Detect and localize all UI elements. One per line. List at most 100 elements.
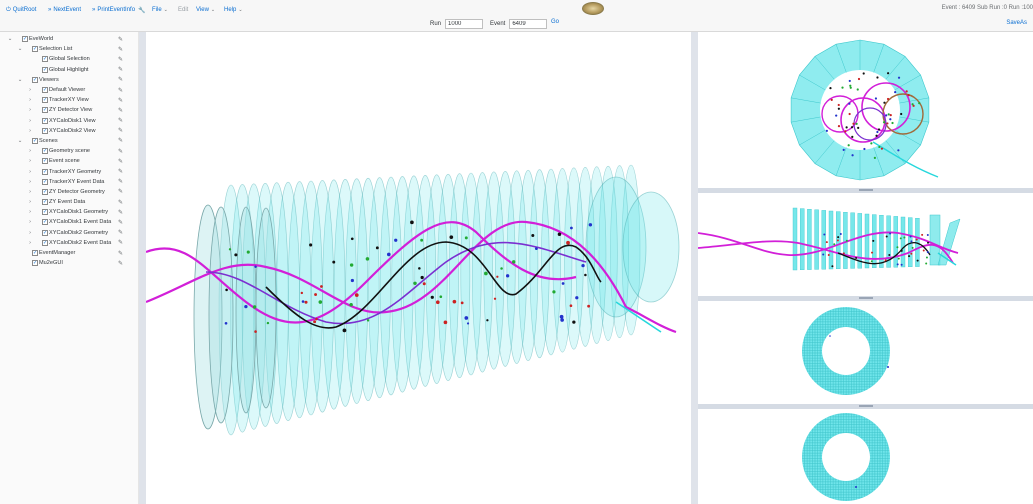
chevron-down-icon[interactable]: ⌄ bbox=[17, 137, 23, 144]
help-menu[interactable]: Help ⌄ bbox=[224, 5, 243, 15]
pencil-icon[interactable]: ✎ bbox=[118, 260, 124, 267]
tree-item[interactable]: ⌄ ✓ Viewers ✎ bbox=[0, 75, 138, 85]
visibility-checkbox[interactable]: ✓ bbox=[42, 66, 48, 73]
quit-root-button[interactable]: ⏻ QuitRoot bbox=[6, 5, 36, 15]
tree-item[interactable]: › ✓ TrackerXY View ✎ bbox=[0, 95, 138, 105]
tracker-xy-view[interactable] bbox=[698, 32, 1033, 188]
chevron-right-icon[interactable]: › bbox=[29, 168, 31, 175]
chevron-right-icon[interactable]: › bbox=[29, 209, 31, 216]
left-splitter[interactable] bbox=[139, 32, 146, 504]
tree-item[interactable]: › ✓ XYCaloDisk1 Event Data ✎ bbox=[0, 217, 138, 227]
tree-item[interactable]: › ✓ TrackerXY Event Data ✎ bbox=[0, 177, 138, 187]
visibility-checkbox[interactable]: ✓ bbox=[42, 219, 48, 226]
pencil-icon[interactable]: ✎ bbox=[118, 240, 124, 247]
run-input[interactable] bbox=[445, 19, 484, 29]
tree-item[interactable]: › ✓ Default Viewer ✎ bbox=[0, 85, 138, 95]
chevron-right-icon[interactable]: › bbox=[29, 239, 31, 246]
zy-detector-view[interactable] bbox=[698, 193, 1033, 296]
visibility-checkbox[interactable]: ✓ bbox=[42, 158, 48, 165]
tree-item[interactable]: › ✓ Event scene ✎ bbox=[0, 156, 138, 166]
visibility-checkbox[interactable]: ✓ bbox=[32, 250, 38, 257]
tree-item[interactable]: ✓ Global Highlight ✎ bbox=[0, 65, 138, 75]
chevron-right-icon[interactable]: › bbox=[29, 178, 31, 185]
pencil-icon[interactable]: ✎ bbox=[118, 169, 124, 176]
visibility-checkbox[interactable]: ✓ bbox=[42, 178, 48, 185]
next-event-button[interactable]: » NextEvent bbox=[48, 5, 81, 15]
pencil-icon[interactable]: ✎ bbox=[118, 250, 124, 257]
view-splitter-1[interactable] bbox=[698, 188, 1033, 193]
visibility-checkbox[interactable]: ✓ bbox=[32, 76, 38, 83]
visibility-checkbox[interactable]: ✓ bbox=[42, 127, 48, 134]
tree-item[interactable]: › ✓ Geometry scene ✎ bbox=[0, 146, 138, 156]
pencil-icon[interactable]: ✎ bbox=[118, 219, 124, 226]
pencil-icon[interactable]: ✎ bbox=[118, 67, 124, 74]
pencil-icon[interactable]: ✎ bbox=[118, 56, 124, 63]
visibility-checkbox[interactable]: ✓ bbox=[42, 56, 48, 63]
chevron-right-icon[interactable]: › bbox=[29, 117, 31, 124]
save-as-button[interactable]: SaveAs bbox=[1006, 20, 1027, 26]
chevron-right-icon[interactable]: › bbox=[29, 229, 31, 236]
chevron-right-icon[interactable]: › bbox=[29, 199, 31, 206]
visibility-checkbox[interactable]: ✓ bbox=[42, 229, 48, 236]
visibility-checkbox[interactable]: ✓ bbox=[22, 36, 28, 43]
tree-item[interactable]: › ✓ XYCaloDisk2 View ✎ bbox=[0, 126, 138, 136]
tree-item[interactable]: › ✓ TrackerXY Geometry ✎ bbox=[0, 166, 138, 176]
tree-item[interactable]: ✓ EventManager ✎ bbox=[0, 248, 138, 258]
tools-button[interactable]: 🔧 bbox=[138, 5, 145, 15]
pencil-icon[interactable]: ✎ bbox=[118, 87, 124, 94]
view-splitter-2[interactable] bbox=[698, 296, 1033, 301]
pencil-icon[interactable]: ✎ bbox=[118, 199, 124, 206]
visibility-checkbox[interactable]: ✓ bbox=[42, 239, 48, 246]
chevron-right-icon[interactable]: › bbox=[29, 87, 31, 94]
pencil-icon[interactable]: ✎ bbox=[118, 77, 124, 84]
tree-item[interactable]: ⌄ ✓ Scenes ✎ bbox=[0, 136, 138, 146]
pencil-icon[interactable]: ✎ bbox=[118, 148, 124, 155]
visibility-checkbox[interactable]: ✓ bbox=[42, 148, 48, 155]
visibility-checkbox[interactable]: ✓ bbox=[42, 199, 48, 206]
chevron-right-icon[interactable]: › bbox=[29, 97, 31, 104]
pencil-icon[interactable]: ✎ bbox=[118, 179, 124, 186]
event-input[interactable] bbox=[509, 19, 548, 29]
tree-item[interactable]: › ✓ XYCaloDisk2 Event Data ✎ bbox=[0, 238, 138, 248]
chevron-down-icon[interactable]: ⌄ bbox=[7, 36, 13, 43]
view-splitter-3[interactable] bbox=[698, 404, 1033, 409]
tree-item[interactable]: ⌄ ✓ EveWorld ✎ bbox=[0, 34, 138, 44]
pencil-icon[interactable]: ✎ bbox=[118, 97, 124, 104]
visibility-checkbox[interactable]: ✓ bbox=[42, 188, 48, 195]
visibility-checkbox[interactable]: ✓ bbox=[42, 168, 48, 175]
tree-item[interactable]: ✓ Global Selection ✎ bbox=[0, 54, 138, 64]
print-event-info-button[interactable]: » PrintEventInfo bbox=[92, 5, 135, 15]
pencil-icon[interactable]: ✎ bbox=[118, 118, 124, 125]
pencil-icon[interactable]: ✎ bbox=[118, 46, 124, 53]
visibility-checkbox[interactable]: ✓ bbox=[42, 87, 48, 94]
visibility-checkbox[interactable]: ✓ bbox=[42, 97, 48, 104]
default-viewer-3d[interactable] bbox=[146, 32, 691, 504]
tree-item[interactable]: ⌄ ✓ Selection List ✎ bbox=[0, 44, 138, 54]
tree-item[interactable]: › ✓ XYCaloDisk1 Geometry ✎ bbox=[0, 207, 138, 217]
visibility-checkbox[interactable]: ✓ bbox=[42, 117, 48, 124]
visibility-checkbox[interactable]: ✓ bbox=[42, 209, 48, 216]
edit-menu[interactable]: Edit bbox=[178, 5, 188, 15]
pencil-icon[interactable]: ✎ bbox=[118, 36, 124, 43]
view-menu[interactable]: View ⌄ bbox=[196, 5, 215, 15]
chevron-right-icon[interactable]: › bbox=[29, 107, 31, 114]
pencil-icon[interactable]: ✎ bbox=[118, 158, 124, 165]
pencil-icon[interactable]: ✎ bbox=[118, 107, 124, 114]
go-button[interactable]: Go bbox=[551, 19, 560, 25]
visibility-checkbox[interactable]: ✓ bbox=[32, 260, 38, 267]
tree-item[interactable]: › ✓ ZY Detector View ✎ bbox=[0, 105, 138, 115]
visibility-checkbox[interactable]: ✓ bbox=[42, 107, 48, 114]
pencil-icon[interactable]: ✎ bbox=[118, 128, 124, 135]
tree-item[interactable]: › ✓ XYCaloDisk2 Geometry ✎ bbox=[0, 228, 138, 238]
chevron-right-icon[interactable]: › bbox=[29, 148, 31, 155]
visibility-checkbox[interactable]: ✓ bbox=[32, 46, 38, 53]
calo-disk1-view[interactable] bbox=[698, 301, 1033, 404]
file-menu[interactable]: File ⌄ bbox=[152, 5, 168, 15]
tree-item[interactable]: › ✓ ZY Event Data ✎ bbox=[0, 197, 138, 207]
pencil-icon[interactable]: ✎ bbox=[118, 138, 124, 145]
pencil-icon[interactable]: ✎ bbox=[118, 230, 124, 237]
tree-item[interactable]: ✓ Mu2eGUI ✎ bbox=[0, 258, 138, 268]
pencil-icon[interactable]: ✎ bbox=[118, 189, 124, 196]
tree-item[interactable]: › ✓ XYCaloDisk1 View ✎ bbox=[0, 116, 138, 126]
tree-item[interactable]: › ✓ ZY Detector Geometry ✎ bbox=[0, 187, 138, 197]
